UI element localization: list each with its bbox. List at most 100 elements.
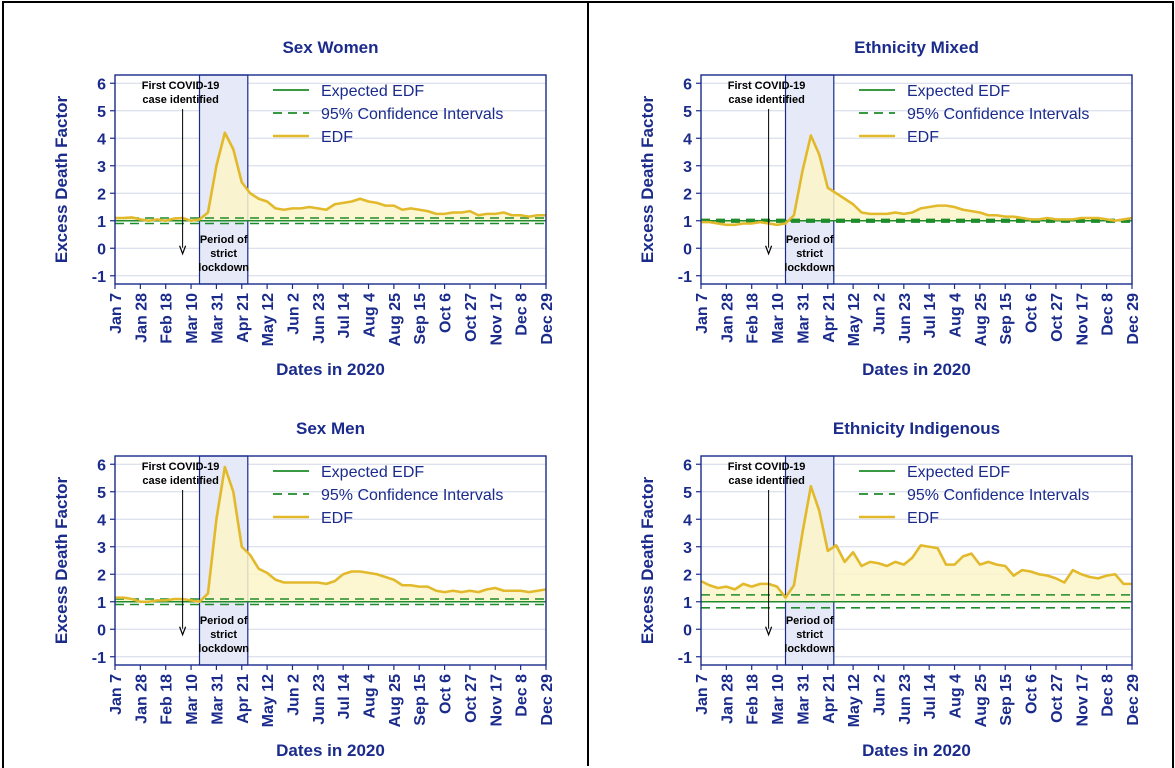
- chart-ethnicity-mixed: Ethnicity Mixed Excess Death Factor -1 0 1 2 3…: [638, 38, 1142, 379]
- lockdown-label: strict: [796, 629, 823, 641]
- x-tick-label: Mar 10: [184, 674, 201, 725]
- lockdown-label: lockdown: [198, 262, 249, 274]
- x-tick-label: Oct 6: [1024, 293, 1041, 333]
- x-tick-label: Oct 27: [463, 293, 480, 342]
- edf-area: [701, 135, 1132, 225]
- x-tick-label: Nov 17: [1074, 674, 1091, 727]
- x-tick-label: Jun 23: [311, 674, 328, 725]
- y-tick-label: 1: [683, 595, 692, 612]
- x-tick-label: Oct 27: [1049, 293, 1066, 342]
- chart-title: Sex Women: [282, 38, 378, 57]
- first-case-label: First COVID-19: [142, 461, 220, 473]
- y-axis-label: Excess Death Factor: [638, 95, 657, 263]
- x-tick-label: Jun 23: [897, 293, 914, 344]
- first-case-label: case identified: [142, 475, 218, 487]
- x-tick-label: Sep 15: [412, 674, 429, 726]
- y-tick-label: 6: [97, 76, 106, 93]
- legend-label: EDF: [907, 129, 939, 146]
- x-tick-label: Dec 29: [1125, 674, 1142, 726]
- x-tick-label: Jul 14: [922, 674, 939, 719]
- x-tick-label: Mar 10: [184, 293, 201, 344]
- y-tick-label: 0: [683, 622, 692, 639]
- x-tick-label: Sep 15: [998, 674, 1015, 726]
- lockdown-label-bg: [201, 229, 246, 279]
- chart-title: Ethnicity Mixed: [854, 38, 979, 57]
- x-tick-label: Apr 21: [235, 293, 252, 343]
- chart-ethnicity-indigenous: Ethnicity Indigenous Excess Death Factor -…: [638, 419, 1142, 760]
- edf-line: [700, 484, 1132, 599]
- y-tick-label: 0: [97, 622, 106, 639]
- y-tick-label: 4: [683, 512, 692, 529]
- x-tick-label: Nov 17: [488, 674, 505, 727]
- y-tick-label: -1: [92, 650, 106, 667]
- y-tick-label: 1: [683, 214, 692, 231]
- y-tick-label: 4: [97, 131, 106, 148]
- x-tick-label: Jan 7: [108, 674, 125, 715]
- lockdown-label: strict: [210, 248, 237, 260]
- x-tick-label: May 12: [260, 674, 277, 727]
- x-tick-label: Aug 25: [387, 293, 404, 346]
- lockdown-label: Period of: [200, 615, 248, 627]
- plot-border: [700, 455, 1133, 666]
- x-tick-label: Dec 29: [539, 293, 556, 345]
- panel-ethnicity-indigenous: Ethnicity Indigenous Excess Death Factor -…: [589, 384, 1173, 766]
- x-tick-label: Aug 4: [362, 293, 379, 338]
- x-axis-label: Dates in 2020: [276, 360, 385, 379]
- y-tick-label: 2: [683, 186, 692, 203]
- x-tick-label: Aug 4: [948, 674, 965, 719]
- x-tick-label: Jan 7: [108, 293, 125, 334]
- y-tick-label: -1: [678, 650, 692, 667]
- y-tick-label: 3: [683, 159, 692, 176]
- y-axis-label: Excess Death Factor: [52, 476, 71, 644]
- lockdown-label: strict: [796, 248, 823, 260]
- x-tick-label: Mar 31: [209, 293, 226, 344]
- x-tick-label: Sep 15: [412, 293, 429, 345]
- x-tick-label: Feb 18: [745, 293, 762, 344]
- panel-sex-women: Sex Women Excess Death Factor -1 0 1 2 3 4 5 6 Per…: [3, 3, 587, 385]
- first-case-label: First COVID-19: [728, 461, 806, 473]
- x-tick-label: Mar 31: [209, 674, 226, 725]
- lockdown-label: lockdown: [198, 643, 249, 655]
- x-tick-label: Oct 6: [438, 293, 455, 333]
- lockdown-label: Period of: [200, 234, 248, 246]
- edf-line: [115, 131, 546, 223]
- plot-border: [700, 74, 1133, 285]
- x-axis-label: Dates in 2020: [862, 741, 971, 760]
- x-tick-label: Dec 8: [514, 674, 531, 717]
- legend-label: Expected EDF: [321, 83, 424, 100]
- legend-label: 95% Confidence Intervals: [321, 106, 503, 123]
- y-tick-label: 4: [97, 512, 106, 529]
- column-divider: [587, 1, 589, 766]
- legend-label: Expected EDF: [907, 83, 1010, 100]
- x-tick-label: May 12: [846, 674, 863, 727]
- lockdown-label: lockdown: [784, 262, 835, 274]
- chart-sex-men: Sex Men Excess Death Factor -1 0 1 2 3 4 5 6 Perio…: [52, 419, 556, 760]
- first-case-arrowhead: [179, 626, 187, 637]
- x-axis-label: Dates in 2020: [276, 741, 385, 760]
- x-tick-label: Apr 21: [821, 293, 838, 343]
- plot-border: [114, 455, 547, 666]
- first-case-label: case identified: [142, 94, 218, 106]
- chart-sex-women: Sex Women Excess Death Factor -1 0 1 2 3 4 5 6 Per…: [52, 38, 556, 379]
- first-case-label: case identified: [728, 475, 804, 487]
- y-tick-label: 2: [683, 567, 692, 584]
- y-tick-label: 6: [683, 76, 692, 93]
- x-axis-label: Dates in 2020: [862, 360, 971, 379]
- y-tick-label: 3: [97, 540, 106, 557]
- x-tick-label: Jun 2: [871, 293, 888, 335]
- x-tick-label: Jul 14: [922, 293, 939, 338]
- x-tick-label: Jan 28: [133, 674, 150, 724]
- legend-label: EDF: [321, 129, 353, 146]
- y-tick-label: 5: [97, 104, 106, 121]
- x-tick-label: Oct 6: [1024, 674, 1041, 714]
- lockdown-label: lockdown: [784, 643, 835, 655]
- legend-label: 95% Confidence Intervals: [907, 106, 1089, 123]
- y-tick-label: 5: [683, 485, 692, 502]
- first-case-arrowhead: [765, 626, 773, 637]
- first-case-arrowhead: [765, 245, 773, 256]
- legend-label: EDF: [907, 510, 939, 527]
- lockdown-label-bg: [787, 229, 832, 279]
- x-tick-label: Oct 6: [438, 674, 455, 714]
- y-tick-label: 3: [683, 540, 692, 557]
- lockdown-label-bg: [201, 610, 246, 660]
